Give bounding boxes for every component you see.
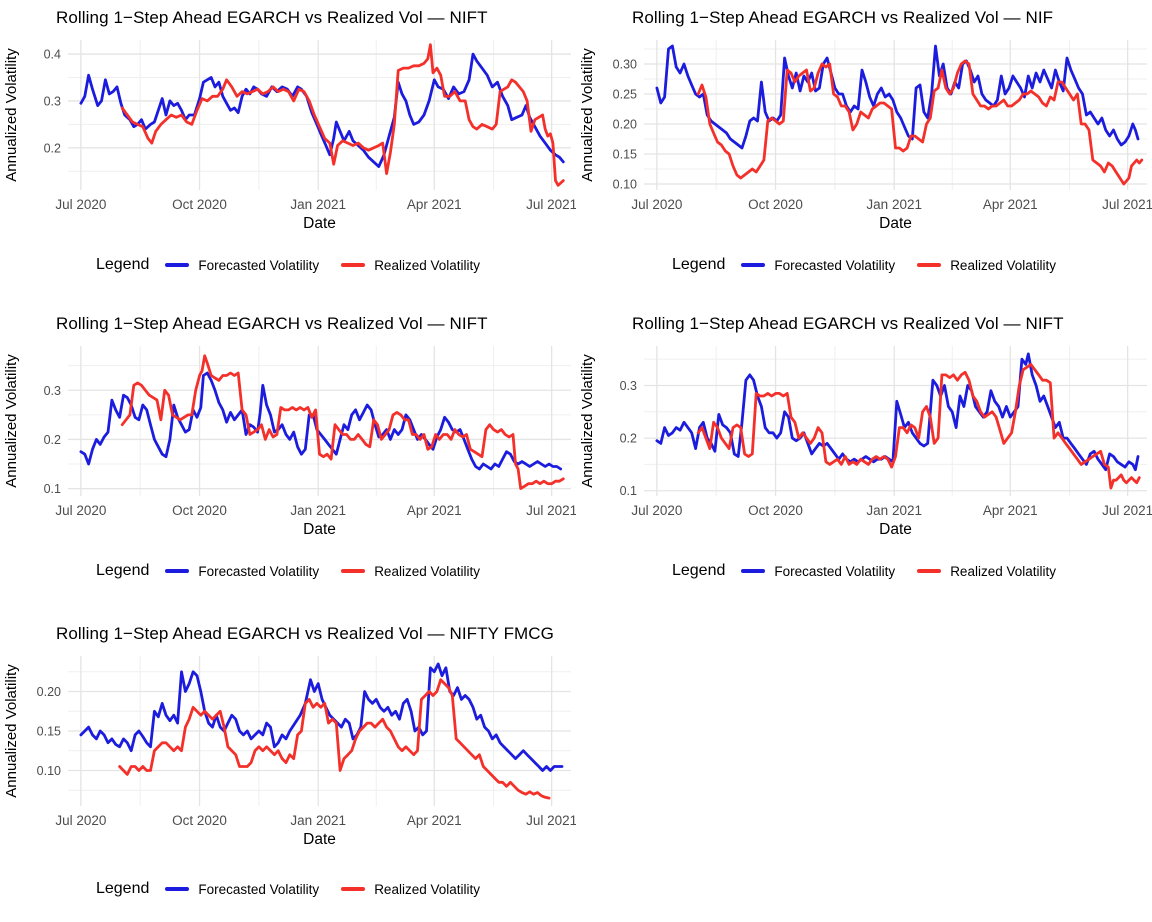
svg-text:Date: Date (879, 215, 912, 232)
svg-text:0.30: 0.30 (613, 58, 637, 72)
realized-line-key-icon (341, 887, 366, 891)
legend-label-forecast: Forecasted Volatility (198, 563, 320, 579)
svg-text:Oct 2020: Oct 2020 (172, 813, 227, 828)
svg-text:Annualized Volatility: Annualized Volatility (3, 354, 20, 488)
svg-text:Oct 2020: Oct 2020 (172, 197, 227, 212)
svg-text:Annualized Volatility: Annualized Volatility (3, 664, 20, 798)
svg-text:0.10: 0.10 (613, 178, 637, 192)
svg-text:Jan 2021: Jan 2021 (866, 197, 922, 212)
realized-line-key-icon (917, 569, 942, 573)
chart-cell-5: Rolling 1−Step Ahead EGARCH vs Realized … (0, 608, 576, 922)
svg-text:Jul 2020: Jul 2020 (631, 197, 682, 212)
svg-text:Jul 2021: Jul 2021 (1102, 197, 1152, 212)
legend-label-realized: Realized Volatility (374, 257, 480, 273)
svg-text:0.20: 0.20 (613, 118, 637, 132)
chart-legend: Legend Forecasted Volatility Realized Vo… (576, 560, 1152, 582)
svg-text:0.20: 0.20 (37, 685, 61, 699)
legend-label-forecast: Forecasted Volatility (774, 563, 896, 579)
legend-label-realized: Realized Volatility (950, 257, 1056, 273)
svg-text:0.3: 0.3 (44, 384, 61, 398)
svg-text:Oct 2020: Oct 2020 (172, 503, 227, 518)
svg-text:Jul 2020: Jul 2020 (55, 503, 106, 518)
chart-cell-2: Rolling 1−Step Ahead EGARCH vs Realized … (576, 0, 1152, 300)
legend-label-realized: Realized Volatility (950, 563, 1056, 579)
svg-text:0.1: 0.1 (620, 484, 637, 498)
svg-text:Date: Date (303, 831, 336, 848)
forecast-line-key-icon (165, 263, 190, 267)
chart-title: Rolling 1−Step Ahead EGARCH vs Realized … (56, 8, 488, 27)
chart-plot: 0.10 0.15 0.20 0.25 0.30 Jul 2020 Oct 2020 Jan … (579, 40, 1152, 232)
forecast-line-key-icon (165, 569, 190, 573)
svg-text:Jan 2021: Jan 2021 (290, 813, 346, 828)
chart-title: Rolling 1−Step Ahead EGARCH vs Realized … (632, 8, 1054, 27)
svg-text:Apr 2021: Apr 2021 (983, 503, 1038, 518)
svg-text:Date: Date (303, 215, 336, 232)
chart-title: Rolling 1−Step Ahead EGARCH vs Realized … (56, 314, 488, 333)
legend-title: Legend (95, 880, 150, 897)
forecast-line-key-icon (165, 887, 190, 891)
svg-text:Apr 2021: Apr 2021 (983, 197, 1038, 212)
chart-legend: Legend Forecasted Volatility Realized Vo… (0, 254, 576, 276)
legend-title: Legend (95, 562, 150, 579)
chart-cell-4: Rolling 1−Step Ahead EGARCH vs Realized … (576, 300, 1152, 608)
svg-text:0.3: 0.3 (44, 94, 61, 108)
svg-text:0.4: 0.4 (44, 48, 61, 62)
legend-label-forecast: Forecasted Volatility (198, 257, 320, 273)
svg-text:Jul 2021: Jul 2021 (526, 503, 576, 518)
legend-label-forecast: Forecasted Volatility (774, 257, 896, 273)
empty-cell (576, 608, 1152, 922)
legend-label-realized: Realized Volatility (374, 563, 480, 579)
svg-text:0.1: 0.1 (44, 482, 61, 496)
svg-text:Jul 2021: Jul 2021 (526, 813, 576, 828)
svg-text:Annualized Volatility: Annualized Volatility (3, 48, 20, 182)
svg-text:Jan 2021: Jan 2021 (290, 503, 346, 518)
chart-legend: Legend Forecasted Volatility Realized Vo… (0, 878, 576, 900)
svg-text:Jul 2020: Jul 2020 (55, 197, 106, 212)
svg-text:Jul 2021: Jul 2021 (526, 197, 576, 212)
chart-title: Rolling 1−Step Ahead EGARCH vs Realized … (632, 314, 1064, 333)
svg-text:0.15: 0.15 (37, 725, 61, 739)
svg-text:Apr 2021: Apr 2021 (407, 813, 462, 828)
svg-text:Apr 2021: Apr 2021 (407, 503, 462, 518)
svg-text:Jul 2020: Jul 2020 (631, 503, 682, 518)
svg-text:0.10: 0.10 (37, 764, 61, 778)
svg-text:Oct 2020: Oct 2020 (748, 503, 803, 518)
chart-cell-1: Rolling 1−Step Ahead EGARCH vs Realized … (0, 0, 576, 300)
legend-title: Legend (95, 256, 150, 273)
legend-label-forecast: Forecasted Volatility (198, 881, 320, 897)
svg-text:0.2: 0.2 (44, 433, 61, 447)
svg-text:Date: Date (303, 521, 336, 538)
forecast-line-key-icon (741, 263, 766, 267)
svg-text:0.15: 0.15 (613, 148, 637, 162)
realized-line-key-icon (341, 569, 366, 573)
chart-plot: 0.1 0.2 0.3 Jul 2020 Oct 2020 Jan 2021 Apr 202… (579, 346, 1152, 538)
svg-text:0.2: 0.2 (44, 141, 61, 155)
svg-text:Oct 2020: Oct 2020 (748, 197, 803, 212)
svg-text:0.2: 0.2 (620, 432, 637, 446)
chart-plot: 0.10 0.15 0.20 Jul 2020 Oct 2020 Jan 2021 Apr … (3, 656, 576, 848)
svg-text:0.3: 0.3 (620, 379, 637, 393)
chart-legend: Legend Forecasted Volatility Realized Vo… (576, 254, 1152, 276)
chart-title: Rolling 1−Step Ahead EGARCH vs Realized … (56, 624, 555, 643)
realized-line-key-icon (917, 263, 942, 267)
svg-text:Annualized Volatility: Annualized Volatility (579, 48, 596, 182)
svg-text:Jul 2020: Jul 2020 (55, 813, 106, 828)
svg-text:Jan 2021: Jan 2021 (290, 197, 346, 212)
chart-legend: Legend Forecasted Volatility Realized Vo… (0, 560, 576, 582)
chart-plot: 0.2 0.3 0.4 Jul 2020 Oct 2020 Jan 2021 Apr 202… (3, 40, 576, 232)
legend-title: Legend (671, 562, 726, 579)
chart-cell-3: Rolling 1−Step Ahead EGARCH vs Realized … (0, 300, 576, 608)
chart-plot: 0.1 0.2 0.3 Jul 2020 Oct 2020 Jan 2021 Apr 202… (3, 346, 576, 538)
legend-title: Legend (671, 256, 726, 273)
realized-line-key-icon (341, 263, 366, 267)
svg-text:Apr 2021: Apr 2021 (407, 197, 462, 212)
legend-label-realized: Realized Volatility (374, 881, 480, 897)
svg-text:Jan 2021: Jan 2021 (866, 503, 922, 518)
forecast-line-key-icon (741, 569, 766, 573)
svg-text:Jul 2021: Jul 2021 (1102, 503, 1152, 518)
svg-text:Annualized Volatility: Annualized Volatility (579, 354, 596, 488)
svg-text:0.25: 0.25 (613, 88, 637, 102)
svg-text:Date: Date (879, 521, 912, 538)
